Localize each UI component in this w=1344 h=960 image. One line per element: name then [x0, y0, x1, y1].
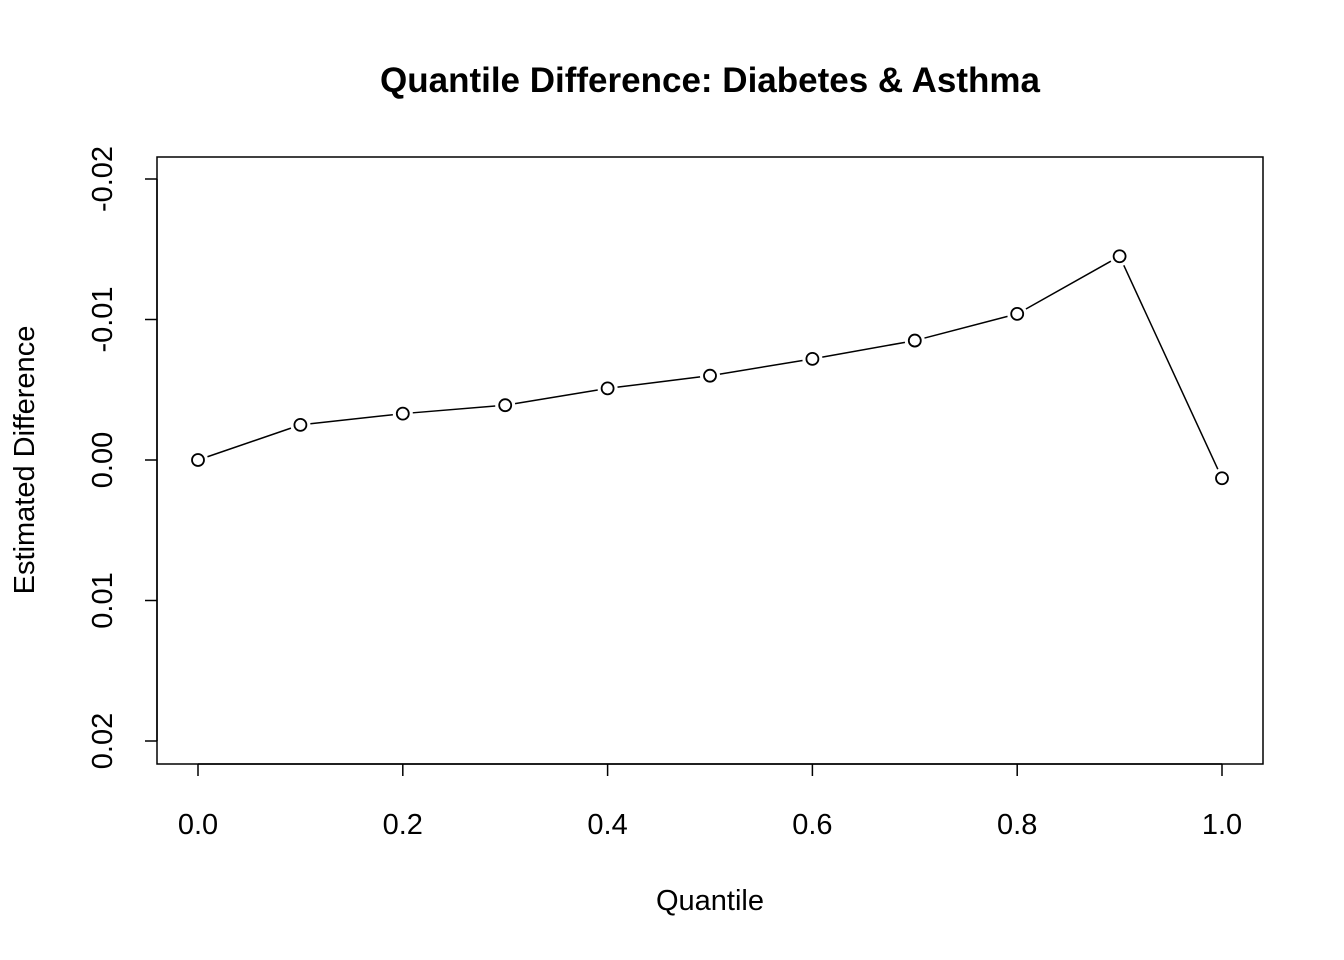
chart-title: Quantile Difference: Diabetes & Asthma — [380, 61, 1041, 100]
x-tick-label: 1.0 — [1202, 809, 1242, 841]
x-tick-label: 0.4 — [587, 809, 627, 841]
plot-frame — [156, 156, 1264, 765]
series-segment — [617, 376, 701, 388]
x-axis: 0.0 0.2 0.4 0.6 0.8 1.0 — [178, 763, 1242, 841]
y-axis: -0.02 -0.01 0.00 0.01 0.02 — [87, 146, 158, 769]
data-point — [498, 398, 513, 413]
y-tick-label: 0.02 — [87, 713, 119, 769]
data-point — [191, 453, 205, 467]
series-segment — [412, 405, 496, 414]
x-tick-label: 0.0 — [178, 809, 218, 841]
data-point — [1010, 306, 1025, 321]
series-segment — [310, 413, 393, 425]
x-tick-label: 0.2 — [383, 809, 423, 841]
x-tick-label: 0.8 — [997, 809, 1037, 841]
data-point — [805, 351, 820, 366]
x-tick-label: 0.6 — [792, 809, 832, 841]
series-segment — [719, 359, 803, 375]
y-tick-label: 0.01 — [87, 572, 119, 628]
x-axis-label: Quantile — [656, 885, 764, 917]
series-segment — [924, 315, 1008, 339]
y-tick-label: -0.01 — [87, 286, 119, 352]
series-segment — [822, 341, 906, 358]
data-point — [703, 368, 717, 383]
y-axis-label: Estimated Difference — [9, 326, 41, 595]
series-layer — [191, 249, 1229, 486]
data-point — [293, 417, 308, 432]
data-point — [907, 333, 922, 348]
data-point — [600, 381, 615, 396]
series-segment — [1123, 265, 1219, 470]
data-point — [395, 406, 410, 421]
y-tick-label: 0.00 — [87, 432, 119, 488]
data-point — [1112, 249, 1127, 264]
series-segment — [1025, 260, 1112, 310]
series-segment — [514, 389, 598, 405]
data-point — [1215, 471, 1229, 486]
series-segment — [207, 427, 292, 458]
y-tick-label: -0.02 — [87, 146, 119, 212]
